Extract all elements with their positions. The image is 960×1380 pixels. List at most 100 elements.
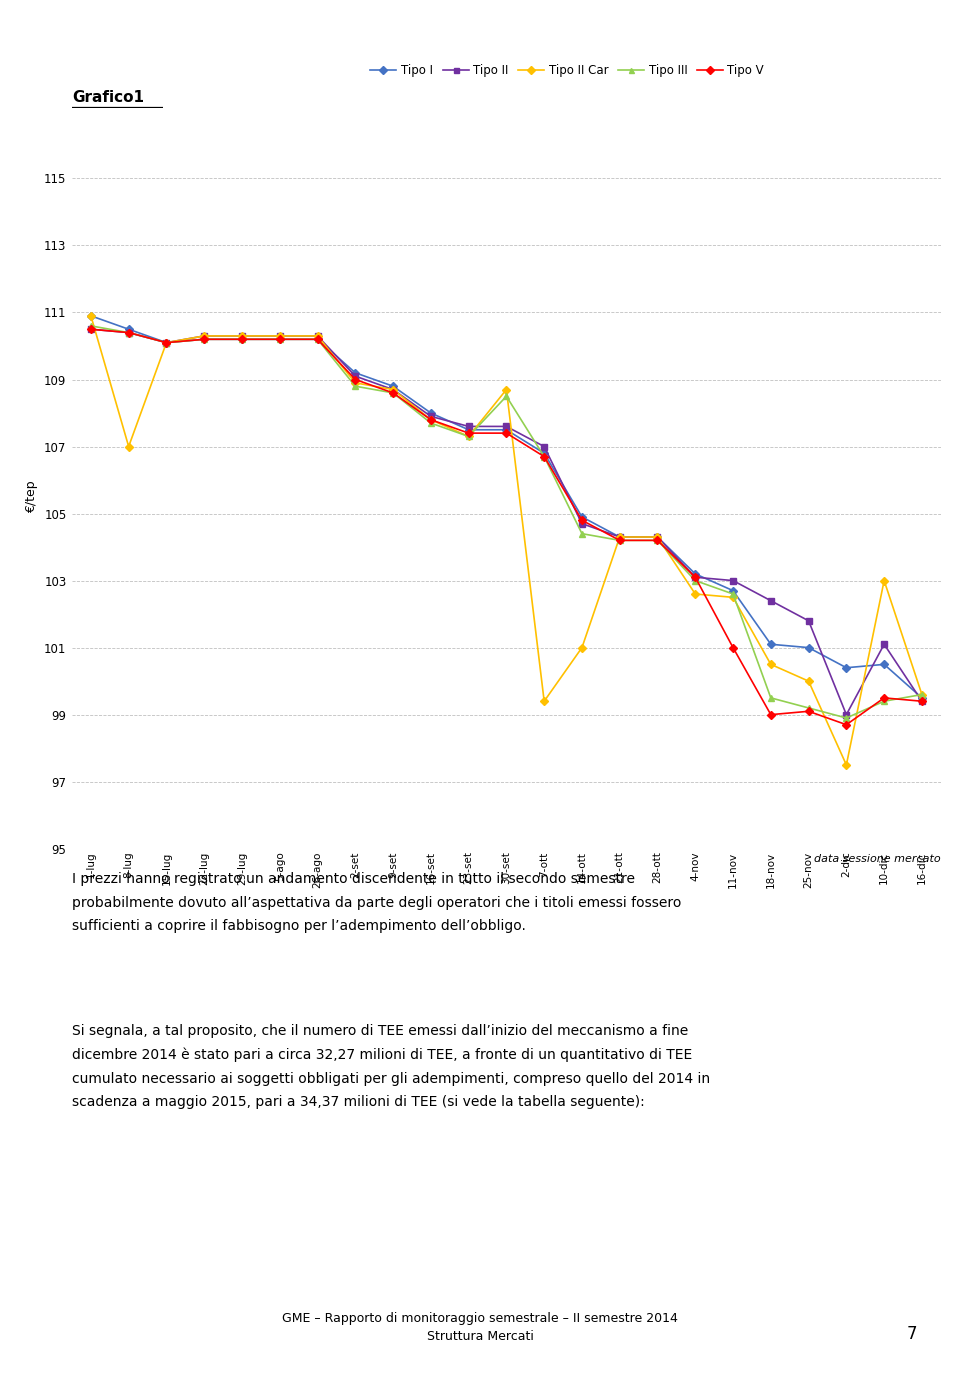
Tipo II Car — [199, 327, 210, 344]
Legend: Tipo I, Tipo II, Tipo II Car, Tipo III, Tipo V: Tipo I, Tipo II, Tipo II Car, Tipo III, … — [366, 59, 769, 81]
Tipo I — [878, 656, 890, 672]
Tipo II — [349, 368, 361, 385]
Tipo II — [539, 439, 550, 455]
Tipo V — [501, 425, 513, 442]
Tipo II — [85, 322, 97, 338]
Tipo II — [689, 569, 701, 585]
Tipo III — [803, 700, 814, 716]
Tipo II Car — [539, 693, 550, 709]
Tipo V — [689, 569, 701, 585]
Tipo III — [916, 686, 927, 702]
Tipo II — [199, 327, 210, 344]
Tipo II — [274, 327, 285, 344]
Tipo II — [312, 327, 324, 344]
Tipo II Car — [841, 756, 852, 773]
Tipo I — [916, 690, 927, 707]
Tipo III — [841, 709, 852, 726]
Tipo V — [123, 324, 134, 341]
Y-axis label: €/tep: €/tep — [25, 480, 38, 513]
Tipo V — [652, 533, 663, 549]
Tipo II Car — [274, 327, 285, 344]
Tipo V — [841, 716, 852, 733]
Line: Tipo II Car: Tipo II Car — [88, 313, 924, 767]
Tipo V — [274, 331, 285, 348]
Tipo I — [425, 404, 437, 421]
Tipo II Car — [463, 428, 474, 444]
Tipo II — [765, 592, 777, 609]
Tipo V — [312, 331, 324, 348]
Tipo III — [160, 334, 172, 351]
Tipo I — [312, 331, 324, 348]
Text: Si segnala, a tal proposito, che il numero di TEE emessi dall’inizio del meccani: Si segnala, a tal proposito, che il nume… — [72, 1024, 710, 1110]
Tipo I — [236, 331, 248, 348]
Tipo V — [614, 533, 626, 549]
Tipo III — [689, 573, 701, 589]
Tipo I — [576, 509, 588, 526]
Tipo II Car — [728, 589, 739, 606]
Tipo I — [349, 364, 361, 381]
Tipo II Car — [123, 439, 134, 455]
Tipo II Car — [160, 334, 172, 351]
Tipo II — [728, 573, 739, 589]
Tipo V — [916, 693, 927, 709]
Tipo V — [160, 334, 172, 351]
Tipo III — [576, 526, 588, 542]
Tipo I — [539, 444, 550, 461]
Tipo III — [614, 533, 626, 549]
Tipo II Car — [236, 327, 248, 344]
Tipo II — [123, 324, 134, 341]
Tipo II Car — [916, 686, 927, 702]
Tipo II — [160, 334, 172, 351]
Tipo V — [878, 690, 890, 707]
Tipo V — [803, 702, 814, 719]
Tipo I — [463, 421, 474, 437]
Tipo III — [539, 448, 550, 465]
Tipo V — [85, 322, 97, 338]
Tipo III — [652, 533, 663, 549]
Tipo V — [425, 411, 437, 428]
Text: data sessione mercato: data sessione mercato — [814, 854, 941, 864]
Text: I prezzi hanno registrato un andamento discendente in tutto il secondo semestre
: I prezzi hanno registrato un andamento d… — [72, 872, 682, 933]
Tipo I — [652, 529, 663, 545]
Tipo I — [803, 639, 814, 656]
Line: Tipo III: Tipo III — [88, 323, 924, 720]
Tipo III — [123, 324, 134, 341]
Tipo V — [463, 425, 474, 442]
Tipo II Car — [878, 573, 890, 589]
Tipo III — [425, 415, 437, 432]
Tipo II Car — [614, 529, 626, 545]
Tipo II Car — [387, 381, 398, 397]
Tipo II Car — [312, 327, 324, 344]
Tipo II — [878, 636, 890, 653]
Tipo V — [236, 331, 248, 348]
Tipo III — [274, 331, 285, 348]
Tipo V — [349, 371, 361, 388]
Tipo II Car — [425, 411, 437, 428]
Tipo II — [652, 529, 663, 545]
Tipo II Car — [689, 585, 701, 602]
Line: Tipo I: Tipo I — [88, 313, 924, 701]
Tipo I — [728, 582, 739, 599]
Text: Grafico1: Grafico1 — [72, 90, 144, 105]
Tipo III — [463, 428, 474, 444]
Tipo II — [501, 418, 513, 435]
Tipo I — [199, 331, 210, 348]
Tipo II — [236, 327, 248, 344]
Tipo II — [463, 418, 474, 435]
Tipo III — [349, 378, 361, 395]
Tipo II Car — [576, 639, 588, 656]
Tipo II Car — [803, 673, 814, 690]
Tipo I — [501, 421, 513, 437]
Tipo III — [501, 388, 513, 404]
Tipo V — [728, 639, 739, 656]
Tipo III — [878, 693, 890, 709]
Tipo II — [387, 381, 398, 397]
Tipo II — [841, 707, 852, 723]
Tipo I — [689, 566, 701, 582]
Tipo V — [765, 707, 777, 723]
Tipo III — [387, 385, 398, 402]
Tipo II Car — [652, 529, 663, 545]
Tipo II Car — [765, 656, 777, 672]
Tipo I — [387, 378, 398, 395]
Tipo III — [728, 585, 739, 602]
